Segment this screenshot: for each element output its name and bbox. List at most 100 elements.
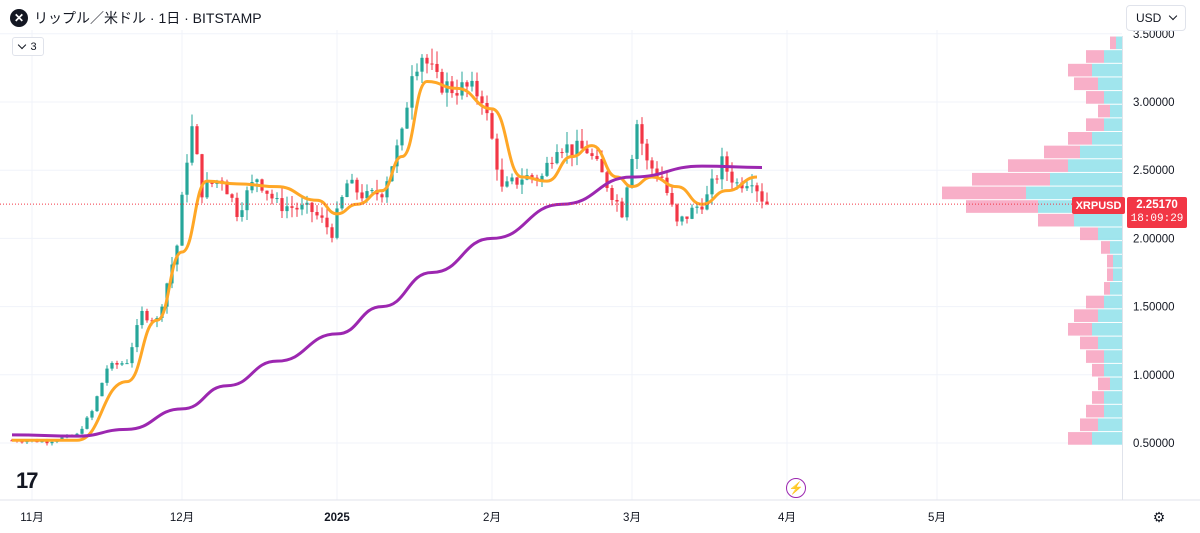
gear-icon[interactable]: ⚙	[1152, 508, 1166, 525]
candle-body	[695, 206, 699, 208]
candle-body	[725, 156, 729, 172]
candle-body	[420, 57, 424, 72]
volume-profile-down-bar	[1086, 295, 1104, 309]
candle-body	[440, 71, 444, 93]
y-tick-label: 0.50000	[1133, 438, 1175, 450]
candle-body	[320, 215, 324, 218]
candle-body	[670, 192, 674, 205]
volume-profile-up-bar	[1074, 213, 1122, 227]
volume-profile-down-bar	[1092, 391, 1104, 404]
currency-select[interactable]: USD	[1126, 5, 1186, 31]
indicator-toggle-button[interactable]: 3	[12, 37, 44, 56]
lightning-icon[interactable]: ⚡	[786, 478, 806, 498]
candle-body	[430, 63, 434, 65]
candle-body	[540, 175, 544, 181]
volume-profile-down-bar	[942, 186, 1026, 200]
volume-profile-up-bar	[1104, 91, 1122, 104]
candle-body	[270, 193, 274, 199]
candle-body	[395, 145, 399, 167]
candle-body	[95, 396, 99, 412]
y-tick-label: 3.50000	[1133, 29, 1175, 41]
candle-body	[625, 187, 629, 218]
candle-body	[410, 76, 414, 108]
candle-body	[650, 160, 654, 169]
volume-profile-down-bar	[1080, 418, 1098, 432]
volume-profile-up-bar	[1080, 145, 1122, 159]
volume-profile-up-bar	[1104, 295, 1122, 309]
bar-countdown: 18:09:29	[1130, 213, 1184, 225]
candle-body	[715, 178, 719, 180]
candle-body	[510, 177, 514, 182]
volume-profile-down-bar	[1068, 322, 1092, 336]
candle-body	[595, 155, 599, 160]
volume-profile-up-bar	[1110, 377, 1122, 391]
candle-body	[710, 178, 714, 195]
candle-body	[470, 80, 474, 87]
volume-profile-up-bar	[1068, 159, 1122, 172]
volume-profile-down-bar	[1110, 36, 1116, 50]
volume-profile-down-bar	[1086, 91, 1104, 104]
y-tick-label: 1.00000	[1133, 370, 1175, 382]
chart-title[interactable]: リップル／米ドル · 1日 · BITSTAMP	[34, 10, 262, 26]
candle-body	[325, 217, 329, 228]
volume-profile-up-bar	[1098, 227, 1122, 241]
volume-profile-down-bar	[1098, 377, 1110, 391]
volume-profile-up-bar	[1104, 404, 1122, 418]
candle-body	[675, 204, 679, 222]
x-axis[interactable]: 11月 12月 2025 2月 3月 4月 5月	[20, 512, 946, 524]
candle-body	[275, 198, 279, 200]
currency-label: USD	[1136, 11, 1162, 25]
candle-body	[250, 182, 254, 191]
candle-body	[620, 201, 624, 218]
candle-body	[310, 202, 314, 213]
volume-profile-down-bar	[1086, 50, 1104, 63]
volume-profile-down-bar	[1038, 213, 1074, 227]
candle-body	[340, 196, 344, 209]
candle-body	[140, 310, 144, 326]
candle-body	[685, 216, 689, 219]
volume-profile-up-bar	[1110, 104, 1122, 118]
volume-profile-up-bar	[1104, 350, 1122, 363]
candle-body	[520, 179, 524, 185]
candle-body	[80, 428, 84, 434]
candle-body	[115, 362, 119, 365]
candle-body	[295, 207, 299, 210]
volume-profile-up-bar	[1098, 309, 1122, 322]
volume-profile-down-bar	[1008, 159, 1068, 172]
volume-profile-down-bar	[1086, 118, 1104, 132]
volume-profile-down-bar	[1107, 254, 1113, 268]
candle-body	[750, 185, 754, 187]
chart-header: ✕ リップル／米ドル · 1日 · BITSTAMP	[10, 8, 262, 28]
candle-body	[490, 113, 494, 139]
volume-profile-up-bar	[1110, 282, 1122, 295]
candle-body	[110, 362, 114, 369]
volume-profile-up-bar	[1104, 118, 1122, 132]
volume-profile-up-bar	[1098, 418, 1122, 432]
tradingview-logo[interactable]: 17	[16, 468, 39, 493]
candle-body	[415, 71, 419, 77]
volume-profile-down-bar	[1068, 432, 1092, 445]
close-circle-icon[interactable]: ✕	[10, 9, 28, 27]
candle-body	[605, 172, 609, 189]
candle-body	[530, 175, 534, 178]
x-tick-label: 12月	[170, 512, 194, 524]
candle-body	[630, 158, 634, 188]
candle-body	[230, 194, 234, 198]
candle-body	[20, 441, 24, 443]
chevron-down-icon	[1168, 11, 1178, 21]
candle-body	[285, 206, 289, 212]
volume-profile-down-bar	[1044, 145, 1080, 159]
volume-profile-down-bar	[1101, 241, 1110, 254]
volume-profile-up-bar	[1098, 77, 1122, 91]
candle-body	[85, 417, 89, 429]
candle-body	[120, 363, 124, 365]
x-tick-label: 5月	[928, 512, 946, 524]
candle-body	[505, 181, 509, 187]
candle-body	[135, 325, 139, 348]
candle-body	[475, 80, 479, 97]
volume-profile-up-bar	[1098, 336, 1122, 350]
candle-body	[380, 194, 384, 198]
y-axis[interactable]: 0.50000 1.00000 1.50000 2.00000 2.50000 3.000…	[1133, 29, 1175, 450]
volume-profile-up-bar	[1092, 63, 1122, 77]
